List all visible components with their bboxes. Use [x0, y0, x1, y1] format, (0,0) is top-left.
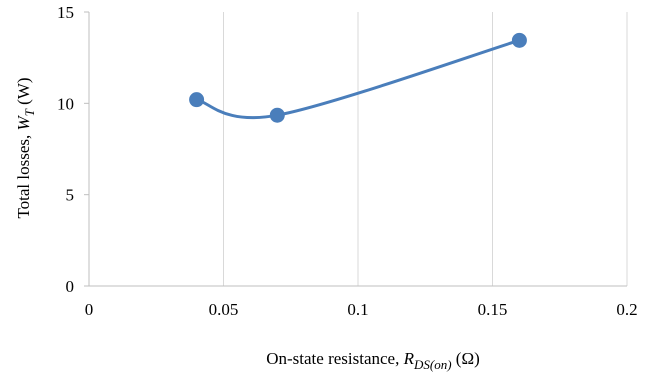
tick-labels: 0 0.05 0.1 0.15 0.2 0 5 10 15 — [57, 3, 638, 319]
axes — [84, 11, 627, 287]
y-tick-label: 0 — [66, 277, 75, 296]
data-point — [511, 32, 527, 48]
data-point — [189, 92, 205, 108]
x-axis-label: On-state resistance, RDS(on) (Ω) — [266, 349, 480, 372]
series-line — [195, 38, 521, 120]
y-axis-label: Total losses, WT (W) — [14, 77, 37, 218]
data-point — [269, 107, 285, 123]
x-tick-label: 0.05 — [209, 300, 239, 319]
x-tick-label: 0.15 — [478, 300, 508, 319]
series-total-losses — [189, 32, 527, 123]
y-tick-label: 5 — [66, 186, 75, 205]
x-tick-label: 0.1 — [347, 300, 368, 319]
x-tick-label: 0 — [85, 300, 94, 319]
x-tick-label: 0.2 — [616, 300, 637, 319]
y-tick-label: 10 — [57, 94, 74, 113]
y-tick-label: 15 — [57, 3, 74, 22]
grid-lines — [223, 12, 628, 286]
